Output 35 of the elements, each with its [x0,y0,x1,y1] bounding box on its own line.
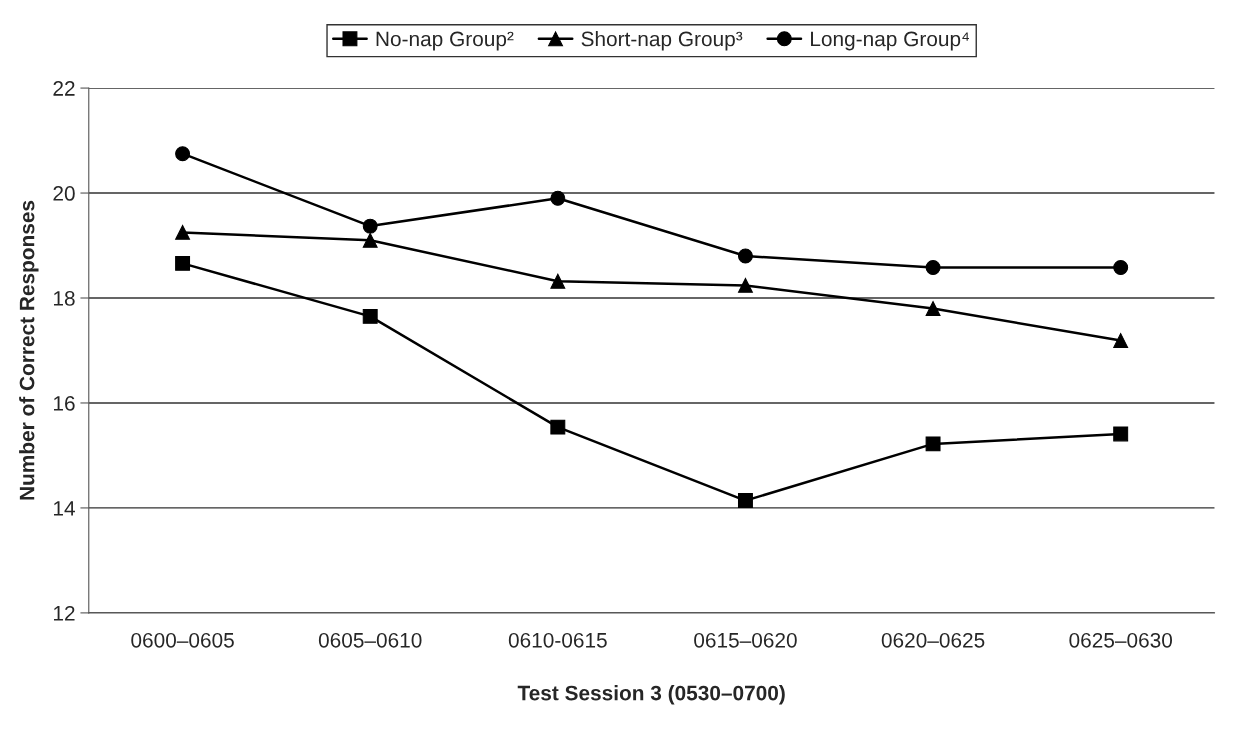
point [925,301,941,316]
legend-label: Long-nap Group⁴ [811,31,969,51]
point [362,232,378,248]
point [550,273,566,289]
x-axis-title: Test Session 3 (0530–0700) [517,685,785,705]
x-tick-label: 0600–0605 [131,632,234,648]
x-tick-label: 0605–0610 [318,632,422,648]
point [175,146,191,162]
x-tick-label: 0610-0615 [508,632,607,648]
point [737,277,753,293]
y-tick-label: 12 [54,605,75,621]
point [737,493,753,509]
point [925,260,941,276]
x-tick-label: 0615–0620 [694,632,797,648]
y-tick-label: 18 [54,291,75,306]
y-tick-label: 22 [53,81,75,96]
point [362,308,378,324]
point [1113,260,1129,276]
y-tick-label: 16 [54,395,75,411]
point [1113,426,1129,442]
point [1113,333,1129,348]
point [737,248,753,264]
point [550,419,566,435]
y-tick-label: 14 [54,501,75,516]
point [925,436,941,452]
legend-label: No-nap Group² [376,31,514,51]
point [362,218,378,234]
legend-label: Short-nap Group³ [581,31,743,51]
x-tick-label: 0625–0630 [1069,632,1173,648]
y-axis-title: Number of Correct Responses [19,200,39,500]
point [175,255,191,271]
point [175,224,191,240]
x-tick-label: 0620–0625 [881,632,985,648]
point [550,190,566,206]
y-tick-label: 20 [53,186,75,201]
